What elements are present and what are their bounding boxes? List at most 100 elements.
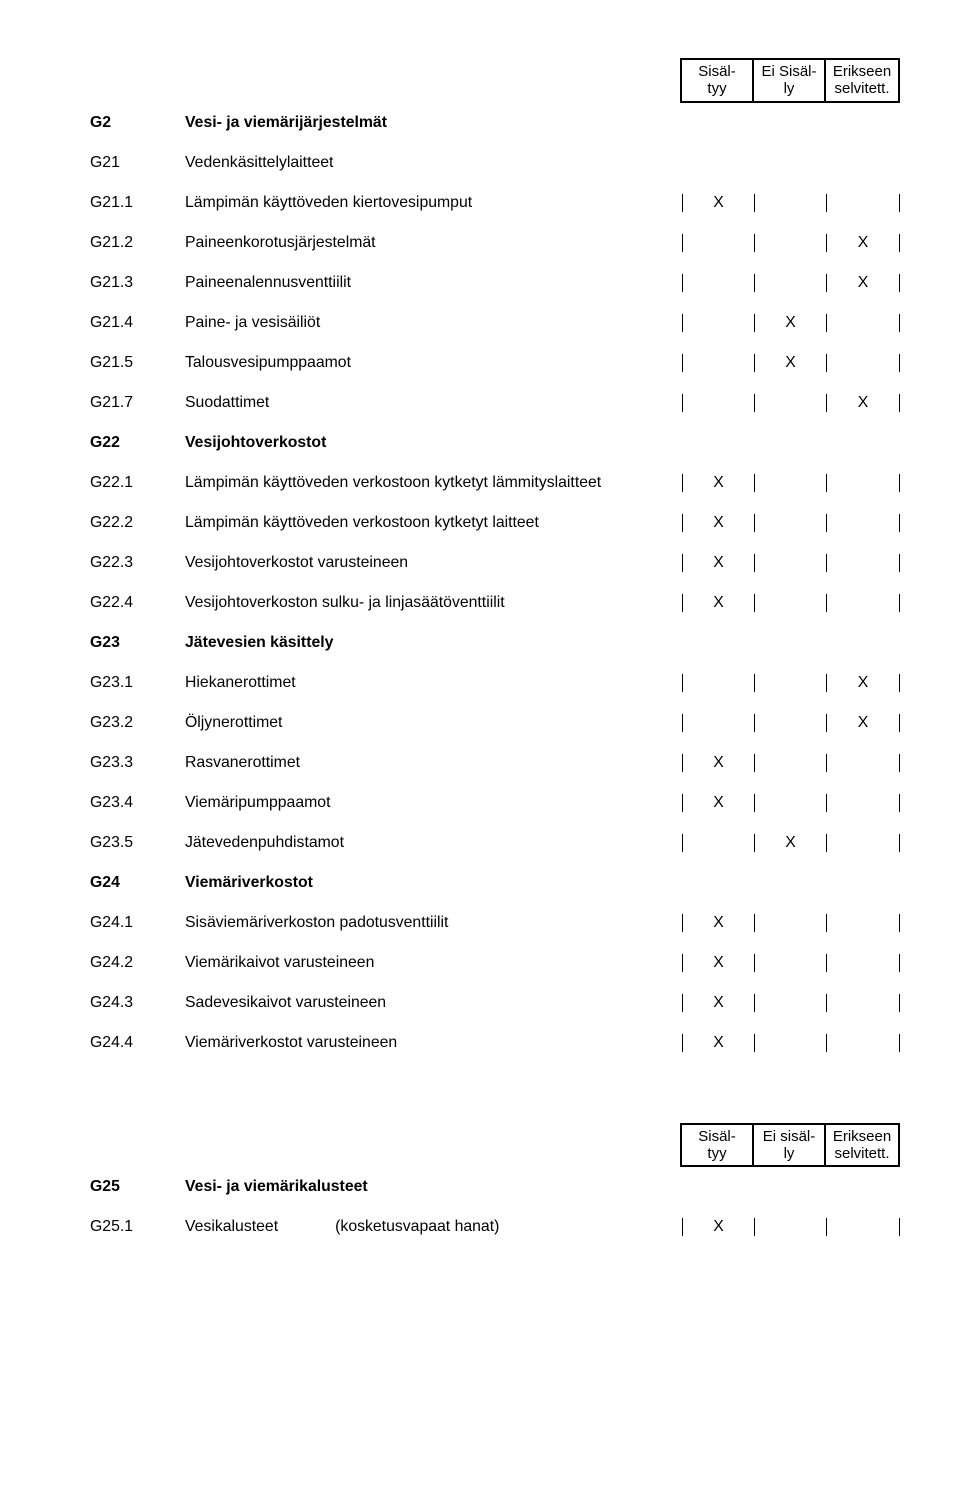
mark-col3: X (827, 234, 899, 252)
mark-col3 (827, 834, 899, 852)
mark-col1: X (683, 1218, 755, 1236)
row-code: G25.1 (90, 1218, 185, 1236)
mark-col2 (755, 594, 827, 612)
header-col3: Erikseen selvitett. (826, 60, 898, 101)
row-code: G23.5 (90, 834, 185, 852)
row-label: Jätevesien käsittely (185, 634, 682, 652)
row-code: G21.3 (90, 274, 185, 292)
mark-col1: X (683, 794, 755, 812)
row-label: Vesijohtoverkoston sulku- ja linjasäätöv… (185, 594, 682, 612)
table-row: G21.7Suodattimet X (90, 383, 900, 423)
row-label: Vesijohtoverkostot (185, 434, 682, 452)
mark-col3 (827, 754, 899, 772)
mark-col2 (755, 954, 827, 972)
row-code: G23.2 (90, 714, 185, 732)
table-row: G23.5JätevedenpuhdistamotX (90, 823, 900, 863)
table-row: G24.1Sisäviemäriverkoston padotusventtii… (90, 903, 900, 943)
row-marks: X (682, 514, 900, 532)
row-marks: X (682, 914, 900, 932)
row-label: Vesikalusteet (kosketusvapaat hanat) (185, 1218, 682, 1236)
table-row: G2Vesi- ja viemärijärjestelmät (90, 103, 900, 143)
row-label: Lämpimän käyttöveden verkostoon kytketyt… (185, 514, 682, 532)
mark-col1 (683, 394, 755, 412)
row-label: Vesi- ja viemärijärjestelmät (185, 114, 682, 132)
row-marks: X (682, 554, 900, 572)
header-col2-l1: Ei Sisäl- (761, 63, 816, 80)
mark-col3 (827, 514, 899, 532)
row-marks: X (682, 274, 900, 292)
row-label: Lämpimän käyttöveden kiertovesipumput (185, 194, 682, 212)
mark-col1: X (683, 194, 755, 212)
row-marks: X (682, 994, 900, 1012)
row-code: G23.4 (90, 794, 185, 812)
header2-col1-l2: tyy (707, 1145, 726, 1162)
table-row: G23.3RasvanerottimetX (90, 743, 900, 783)
table-row: G22Vesijohtoverkostot (90, 423, 900, 463)
mark-col2 (755, 994, 827, 1012)
row-label: Paine- ja vesisäiliöt (185, 314, 682, 332)
row-label: Rasvanerottimet (185, 754, 682, 772)
row-label-sub: (kosketusvapaat hanat) (335, 1218, 499, 1235)
mark-col2 (755, 674, 827, 692)
mark-col1 (683, 234, 755, 252)
mark-col3 (827, 1218, 899, 1236)
table-row: G24.2Viemärikaivot varusteineenX (90, 943, 900, 983)
row-marks: X (682, 754, 900, 772)
header-col1: Sisäl- tyy (682, 60, 754, 101)
mark-col2 (755, 474, 827, 492)
row-label: Sadevesikaivot varusteineen (185, 994, 682, 1012)
row-marks: X (682, 194, 900, 212)
section1-header: Sisäl- tyy Ei Sisäl- ly Erikseen selvite… (90, 58, 900, 103)
row-label: Sisäviemäriverkoston padotusventtiilit (185, 914, 682, 932)
row-marks: X (682, 594, 900, 612)
section2-header: Sisäl- tyy Ei sisäl- ly Erikseen selvite… (90, 1123, 900, 1168)
mark-col2: X (755, 314, 827, 332)
row-label: Vedenkäsittelylaitteet (185, 154, 682, 172)
mark-col2 (755, 914, 827, 932)
row-label: Suodattimet (185, 394, 682, 412)
row-code: G2 (90, 114, 185, 132)
mark-col2 (755, 554, 827, 572)
row-code: G25 (90, 1178, 185, 1196)
mark-col3: X (827, 394, 899, 412)
row-label: Hiekanerottimet (185, 674, 682, 692)
table-row: G25Vesi- ja viemärikalusteet (90, 1167, 900, 1207)
row-marks: X (682, 794, 900, 812)
row-code: G21.7 (90, 394, 185, 412)
mark-col3 (827, 194, 899, 212)
header-columns: Sisäl- tyy Ei Sisäl- ly Erikseen selvite… (680, 58, 900, 103)
row-marks: X (682, 1034, 900, 1052)
row-code: G22.4 (90, 594, 185, 612)
table-row: G21Vedenkäsittelylaitteet (90, 143, 900, 183)
mark-col2 (755, 1034, 827, 1052)
row-label: Viemärikaivot varusteineen (185, 954, 682, 972)
mark-col1 (683, 714, 755, 732)
header2-col3: Erikseen selvitett. (826, 1125, 898, 1166)
mark-col1 (683, 674, 755, 692)
table-row: G21.3PaineenalennusventtiilitX (90, 263, 900, 303)
mark-col1: X (683, 914, 755, 932)
header-col3-l1: Erikseen (833, 63, 891, 80)
mark-col2: X (755, 834, 827, 852)
header-col2-l2: ly (784, 80, 795, 97)
header2-col1-l1: Sisäl- (698, 1128, 736, 1145)
mark-col2 (755, 514, 827, 532)
mark-col2 (755, 394, 827, 412)
header2-col2-l1: Ei sisäl- (763, 1128, 816, 1145)
table-row: G23Jätevesien käsittely (90, 623, 900, 663)
row-marks: X (682, 474, 900, 492)
row-marks: X (682, 314, 900, 332)
row-label: Viemäriverkostot (185, 874, 682, 892)
mark-col3: X (827, 674, 899, 692)
mark-col3 (827, 554, 899, 572)
mark-col3 (827, 994, 899, 1012)
mark-col1: X (683, 514, 755, 532)
mark-col1: X (683, 954, 755, 972)
row-marks: X (682, 394, 900, 412)
table-row: G21.4Paine- ja vesisäiliötX (90, 303, 900, 343)
mark-col1: X (683, 1034, 755, 1052)
row-code: G24.1 (90, 914, 185, 932)
mark-col1: X (683, 594, 755, 612)
row-marks: X (682, 834, 900, 852)
table-row: G21.5TalousvesipumppaamotX (90, 343, 900, 383)
